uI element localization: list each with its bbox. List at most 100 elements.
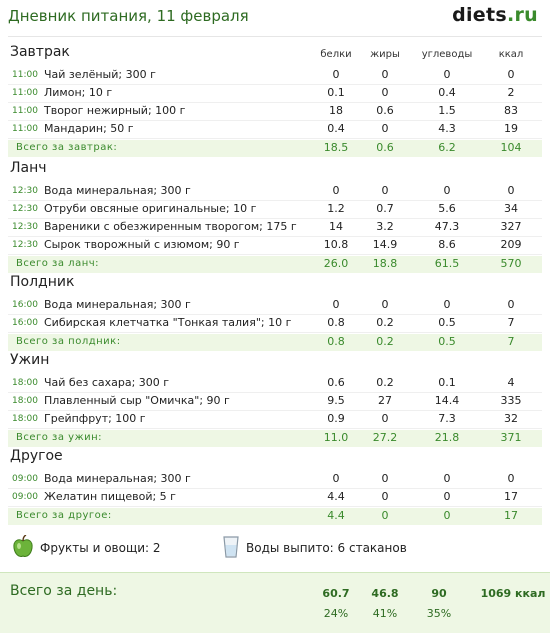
food-time: 11:00 — [12, 88, 38, 98]
food-fat: 0 — [381, 412, 389, 425]
meal-total-protein: 18.5 — [323, 141, 349, 154]
food-protein: 9.5 — [327, 394, 345, 407]
meal-total-label: Всего за завтрак: — [16, 142, 118, 153]
food-carbs: 8.6 — [438, 238, 456, 251]
food-row[interactable]: 12:30 Вода минеральная; 300 г 0 0 0 0 — [8, 183, 542, 200]
column-header-fat: жиры — [370, 49, 400, 60]
food-name[interactable]: Вода минеральная; 300 г — [44, 472, 191, 485]
food-kcal: 34 — [504, 202, 518, 215]
food-carbs: 0 — [443, 472, 451, 485]
food-name[interactable]: Желатин пищевой; 5 г — [44, 490, 176, 503]
meal-total-carbs: 21.8 — [434, 431, 460, 444]
food-carbs: 0 — [443, 298, 451, 311]
meal-total-protein: 26.0 — [323, 257, 349, 270]
day-total-box: Всего за день: 60.7 46.8 90 1069 ккал 24… — [0, 572, 550, 633]
meal-total-protein: 4.4 — [327, 509, 345, 522]
food-row[interactable]: 16:00 Вода минеральная; 300 г 0 0 0 0 — [8, 297, 542, 314]
food-carbs: 0.5 — [438, 316, 456, 329]
meal-total-protein: 11.0 — [323, 431, 349, 444]
water-count: Воды выпито: 6 стаканов — [246, 541, 407, 555]
meal-total-kcal: 17 — [504, 509, 518, 522]
food-row[interactable]: 11:00 Лимон; 10 г 0.1 0 0.4 2 — [8, 85, 542, 102]
food-protein: 1.2 — [327, 202, 345, 215]
food-kcal: 327 — [500, 220, 522, 233]
food-fat: 0 — [381, 122, 389, 135]
food-kcal: 2 — [507, 86, 515, 99]
food-carbs: 7.3 — [438, 412, 456, 425]
food-fat: 0.2 — [376, 316, 394, 329]
food-protein: 0 — [332, 68, 340, 81]
food-name[interactable]: Сырок творожный с изюмом; 90 г — [44, 238, 240, 251]
row-divider — [8, 218, 542, 219]
food-kcal: 7 — [507, 316, 515, 329]
food-name[interactable]: Вареники с обезжиренным творогом; 175 г — [44, 220, 297, 233]
food-row[interactable]: 11:00 Творог нежирный; 100 г 18 0.6 1.5 83 — [8, 103, 542, 120]
food-kcal: 0 — [507, 184, 515, 197]
food-protein: 0.8 — [327, 316, 345, 329]
food-row[interactable]: 12:30 Отруби овсяные оригинальные; 10 г 1.… — [8, 201, 542, 218]
food-time: 12:30 — [12, 240, 38, 250]
food-row[interactable]: 11:00 Чай зелёный; 300 г 0 0 0 0 — [8, 67, 542, 84]
food-fat: 0.2 — [376, 376, 394, 389]
meal-total-carbs: 0 — [443, 509, 451, 522]
food-protein: 4.4 — [327, 490, 345, 503]
food-time: 16:00 — [12, 318, 38, 328]
food-protein: 0.6 — [327, 376, 345, 389]
food-time: 18:00 — [12, 396, 38, 406]
food-time: 18:00 — [12, 378, 38, 388]
meal-total-fat: 0.6 — [376, 141, 394, 154]
food-row[interactable]: 12:30 Сырок творожный с изюмом; 90 г 10.8 1… — [8, 237, 542, 254]
food-name[interactable]: Чай зелёный; 300 г — [44, 68, 156, 81]
food-name[interactable]: Мандарин; 50 г — [44, 122, 134, 135]
food-carbs: 0 — [443, 490, 451, 503]
food-name[interactable]: Вода минеральная; 300 г — [44, 184, 191, 197]
row-divider — [8, 314, 542, 315]
row-divider — [8, 254, 542, 255]
food-kcal: 209 — [500, 238, 522, 251]
column-header-carbs: углеводы — [421, 49, 473, 60]
row-divider — [8, 236, 542, 237]
food-row[interactable]: 11:00 Мандарин; 50 г 0.4 0 4.3 19 — [8, 121, 542, 138]
day-total-label: Всего за день: — [10, 583, 118, 599]
food-row[interactable]: 12:30 Вареники с обезжиренным творогом; 1… — [8, 219, 542, 236]
food-row[interactable]: 09:00 Желатин пищевой; 5 г 4.4 0 0 17 — [8, 489, 542, 506]
food-name[interactable]: Сибирская клетчатка "Тонкая талия"; 10 г — [44, 316, 292, 329]
food-protein: 18 — [329, 104, 343, 117]
food-row[interactable]: 18:00 Грейпфрут; 100 г 0.9 0 7.3 32 — [8, 411, 542, 428]
page-header: Дневник питания, 11 февраля diets.ru — [0, 0, 550, 36]
day-carbs-percent: 35% — [426, 607, 452, 620]
food-fat: 0 — [381, 68, 389, 81]
food-name[interactable]: Чай без сахара; 300 г — [44, 376, 170, 389]
food-kcal: 0 — [507, 472, 515, 485]
food-row[interactable]: 16:00 Сибирская клетчатка "Тонкая талия";… — [8, 315, 542, 332]
food-fat: 0 — [381, 298, 389, 311]
food-protein: 0.9 — [327, 412, 345, 425]
food-protein: 10.8 — [323, 238, 349, 251]
meal-title: Завтрак — [10, 44, 70, 60]
food-fat: 3.2 — [376, 220, 394, 233]
food-name[interactable]: Вода минеральная; 300 г — [44, 298, 191, 311]
food-name[interactable]: Отруби овсяные оригинальные; 10 г — [44, 202, 257, 215]
food-time: 09:00 — [12, 474, 38, 484]
food-carbs: 47.3 — [434, 220, 460, 233]
food-row[interactable]: 18:00 Чай без сахара; 300 г 0.6 0.2 0.1 4 — [8, 375, 542, 392]
food-name[interactable]: Плавленный сыр "Омичка"; 90 г — [44, 394, 230, 407]
food-kcal: 32 — [504, 412, 518, 425]
page-title: Дневник питания, 11 февраля — [8, 7, 249, 25]
food-protein: 0 — [332, 298, 340, 311]
row-divider — [8, 120, 542, 121]
food-name[interactable]: Грейпфрут; 100 г — [44, 412, 146, 425]
day-fat-percent: 41% — [372, 607, 398, 620]
meal-total-carbs: 61.5 — [434, 257, 460, 270]
brand-logo[interactable]: diets.ru — [452, 4, 538, 26]
food-name[interactable]: Творог нежирный; 100 г — [44, 104, 186, 117]
meal-title: Ужин — [10, 352, 50, 368]
meal-total-row: Всего за ужин: 11.0 27.2 21.8 371 — [8, 430, 542, 447]
food-row[interactable]: 09:00 Вода минеральная; 300 г 0 0 0 0 — [8, 471, 542, 488]
meal-total-kcal: 7 — [507, 335, 515, 348]
food-row[interactable]: 18:00 Плавленный сыр "Омичка"; 90 г 9.5 27 1… — [8, 393, 542, 410]
daily-summary-info: Фрукты и овощи: 2 Воды выпито: 6 стакано… — [10, 535, 530, 561]
fruits-count: Фрукты и овощи: 2 — [40, 541, 161, 555]
food-name[interactable]: Лимон; 10 г — [44, 86, 113, 99]
food-kcal: 17 — [504, 490, 518, 503]
